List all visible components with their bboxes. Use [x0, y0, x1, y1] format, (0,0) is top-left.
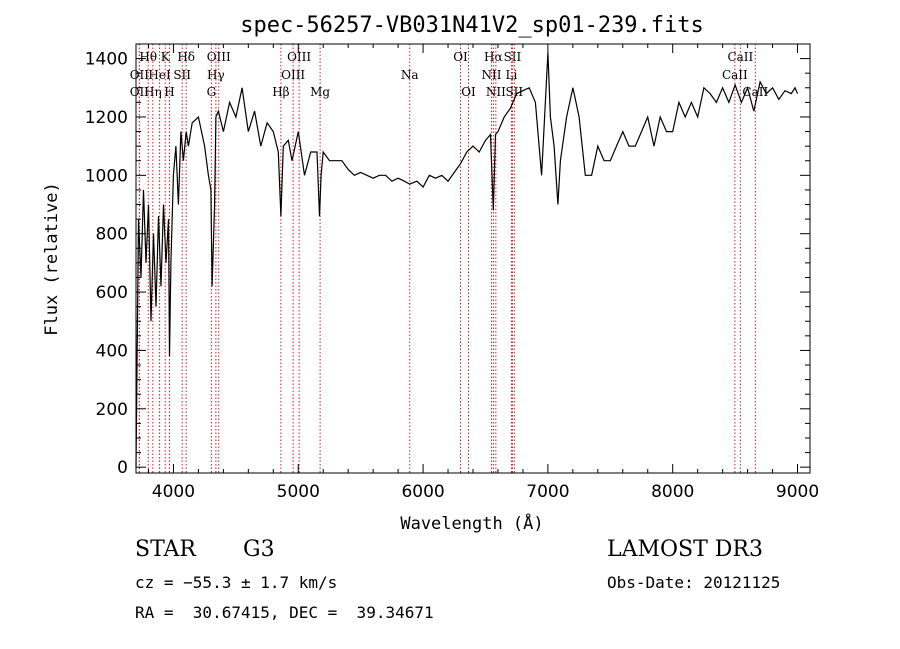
spectrum-series — [135, 52, 799, 468]
axis-ticks: 4000 5000 6000 7000 8000 9000 0 200 400 600 800 100… — [85, 44, 819, 502]
spectral-line-label: Hγ — [207, 68, 225, 82]
chart-title: spec-56257-VB031N41V2_sp01-239.fits — [240, 13, 704, 38]
x-axis-label: Wavelength (Å) — [400, 512, 543, 534]
spectral-line-label: K — [161, 50, 171, 64]
y-tick-label: 200 — [96, 400, 128, 420]
x-tick-label: 4000 — [152, 482, 195, 502]
x-tick-label: 5000 — [277, 482, 320, 502]
spectral-line-label: G — [207, 85, 217, 99]
spectral-line-label: SII — [173, 68, 191, 82]
spectral-line-label: OI — [453, 50, 468, 64]
coordinates: RA = 30.67415, DEC = 39.34671 — [135, 603, 434, 622]
x-tick-label: 7000 — [526, 482, 569, 502]
spectral-line-label: OII — [130, 85, 150, 99]
spectral-line-label: HeI — [148, 68, 171, 82]
spectral-line-label: Hδ — [177, 50, 195, 64]
spectral-line-label: SII — [505, 85, 523, 99]
spectral-line-label: NII — [486, 85, 506, 99]
redshift-velocity: cz = −55.3 ± 1.7 km/s — [135, 573, 338, 592]
x-tick-label: 6000 — [401, 482, 444, 502]
survey-name: LAMOST DR3 — [607, 537, 763, 562]
y-tick-label: 1400 — [85, 50, 128, 70]
x-tick-label: 8000 — [651, 482, 694, 502]
y-tick-label: 1000 — [85, 166, 128, 186]
spectral-line-label: CaII — [727, 50, 753, 64]
y-tick-label: 800 — [96, 225, 128, 245]
y-axis-label: Flux (relative) — [42, 182, 62, 336]
spectral-line-label: CaII — [722, 68, 748, 82]
spectral-line-label: OI — [461, 85, 476, 99]
spectral-line-label: Hβ — [272, 85, 289, 99]
spectral-line-label: OIII — [207, 50, 231, 64]
x-tick-label: 9000 — [776, 482, 819, 502]
y-tick-label: 600 — [96, 283, 128, 303]
observation-date: Obs-Date: 20121125 — [607, 573, 781, 592]
spectral-line-label: OII — [130, 68, 150, 82]
spectral-line-label: H — [164, 85, 174, 99]
y-tick-label: 1200 — [85, 108, 128, 128]
spectral-line-label: Hα — [484, 50, 503, 64]
object-subclass: G3 — [243, 537, 275, 562]
spectral-line-label: SII — [504, 50, 522, 64]
y-tick-label: 400 — [96, 341, 128, 361]
spectral-line-label: OIII — [281, 68, 305, 82]
spectral-line-label: NII — [481, 68, 501, 82]
spectral-line-label: Li — [506, 68, 518, 82]
spectral-line-label: Na — [401, 68, 419, 82]
spectral-line-label: CaII — [742, 85, 768, 99]
spectral-line-label: OIII — [287, 50, 311, 64]
plot-frame — [135, 43, 811, 474]
spectral-line-label: Mg — [310, 85, 330, 99]
y-tick-label: 0 — [117, 458, 128, 478]
object-class: STAR — [135, 537, 196, 562]
spectral-line-label: Hθ — [139, 50, 157, 64]
spectral-line-label: Hη — [144, 85, 162, 99]
